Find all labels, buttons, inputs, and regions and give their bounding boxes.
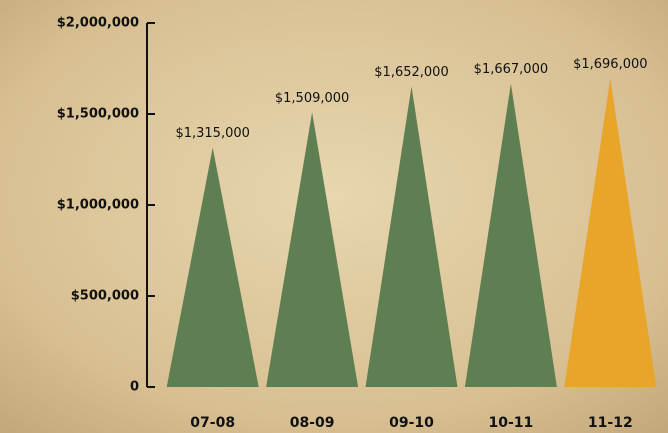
x-tick-label: 07-08 [190,415,235,431]
value-label: $1,315,000 [175,126,249,141]
triangle-bar [564,78,657,387]
triangle-bar [266,112,359,387]
y-tick-label: $500,000 [71,289,139,304]
x-tick-label: 10-11 [489,415,534,431]
triangle-bar [365,86,458,387]
y-tick-label: 0 [130,380,139,395]
y-tick-label: $1,000,000 [57,198,139,213]
value-label: $1,509,000 [275,91,349,106]
triangle-bar [166,147,259,387]
x-tick-label: 11-12 [588,415,633,431]
value-label: $1,696,000 [573,57,647,72]
x-tick-label: 09-10 [389,415,434,431]
y-tick-label: $1,500,000 [57,107,139,122]
triangle-bar [464,83,557,387]
y-tick-label: $2,000,000 [57,16,139,31]
value-label: $1,652,000 [374,65,448,80]
x-tick-label: 08-09 [290,415,335,431]
value-label: $1,667,000 [474,62,548,77]
